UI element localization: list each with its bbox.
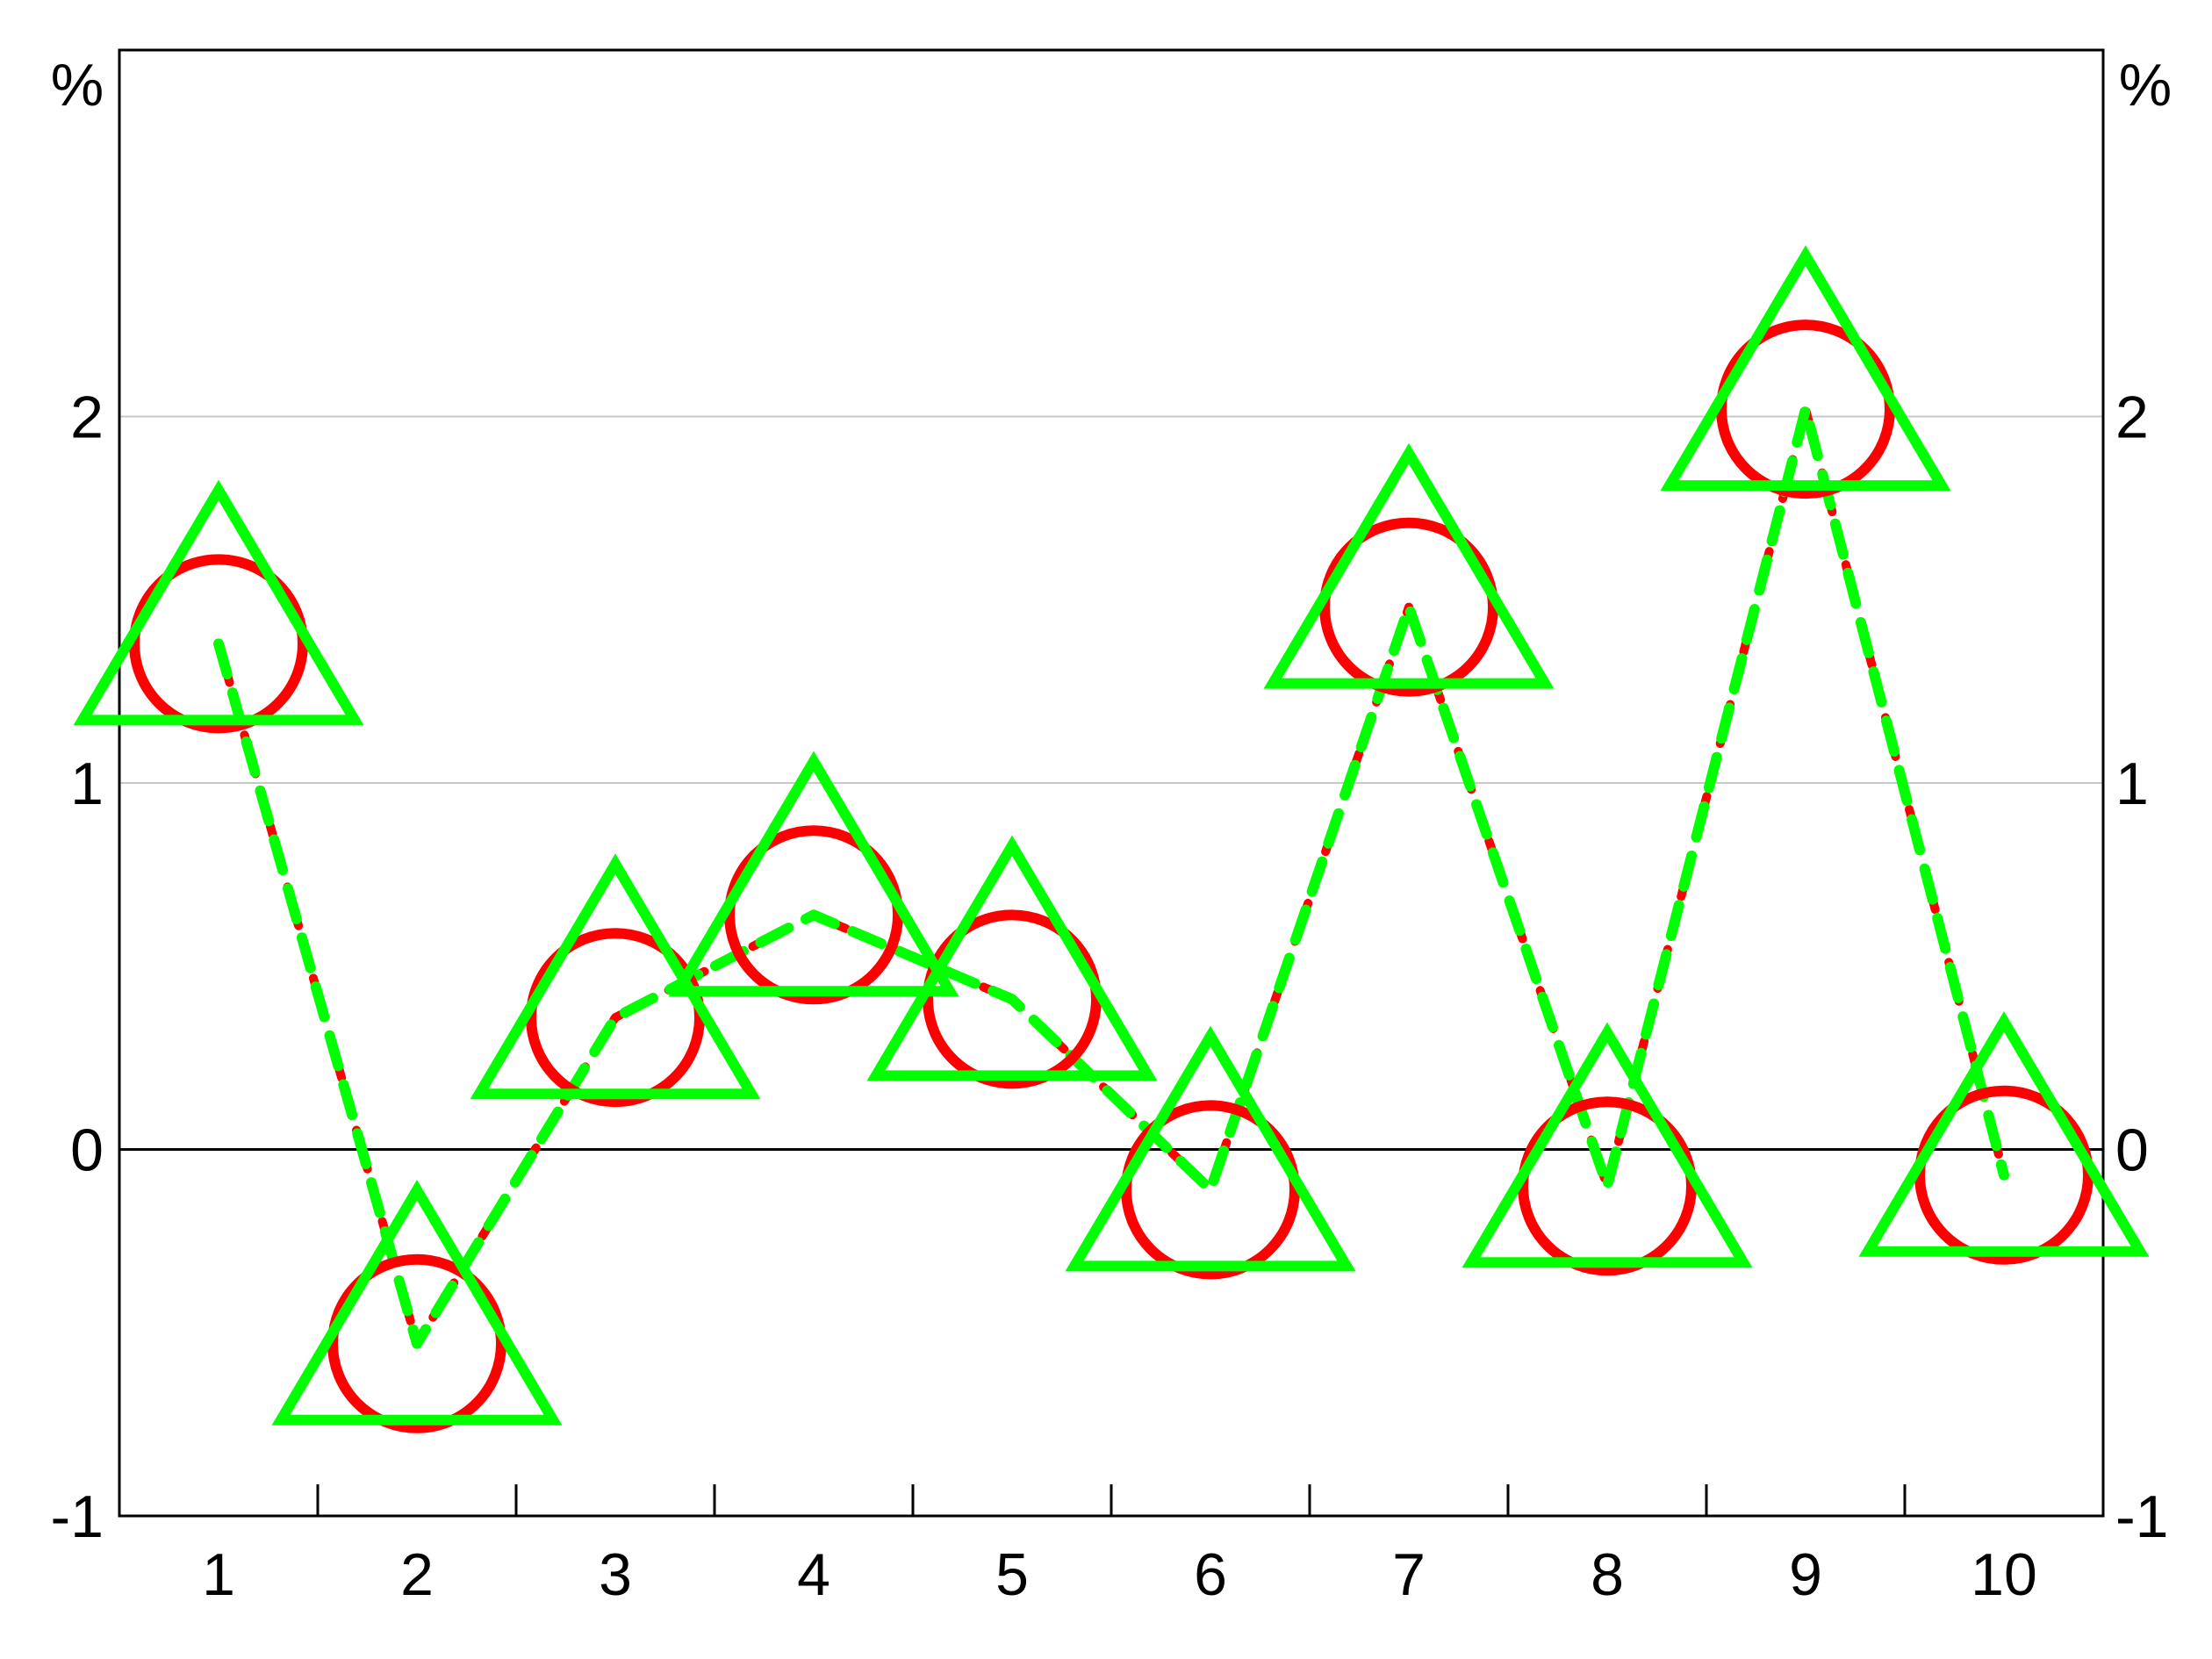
series-2-point (1263, 442, 1555, 689)
series-2-point (1065, 1025, 1356, 1272)
series-1-point (327, 1253, 506, 1433)
series-2-point (1858, 1010, 2150, 1257)
x-tick-label: 8 (1591, 1541, 1624, 1608)
series-2-point (866, 835, 1158, 1081)
x-tick-label: 4 (797, 1541, 830, 1608)
series-1-point (1319, 517, 1498, 697)
series-1-point (923, 909, 1102, 1089)
series-1-point (1518, 1096, 1697, 1276)
y-tick-label-right: 0 (2115, 1117, 2149, 1184)
series-1-point (1121, 1100, 1300, 1280)
series-2-point (668, 750, 959, 997)
series-2-point (1660, 245, 1951, 492)
series-1-point (724, 825, 903, 1005)
y-tick-label-left: 0 (70, 1117, 104, 1184)
series-2-point (271, 1179, 563, 1426)
x-tick-label: 7 (1392, 1541, 1426, 1608)
tick-labels: -1 -1 0 0 1 1 2 2 1 2 3 4 5 6 7 8 9 10 (51, 384, 2169, 1609)
x-tick-label: 6 (1194, 1541, 1227, 1608)
y-tick-label-right: 1 (2115, 750, 2149, 817)
y-unit-left: % (51, 52, 104, 118)
series-1-point (1716, 320, 1895, 499)
series-1-point (1914, 1085, 2094, 1265)
series-markers (73, 245, 2150, 1433)
series-2-point (470, 853, 761, 1100)
x-tick-label: 10 (1971, 1541, 2037, 1608)
y-tick-label-left: 1 (70, 750, 104, 817)
x-tick-label: 5 (995, 1541, 1029, 1608)
series-2-point (73, 479, 364, 726)
series-1-point (129, 554, 308, 734)
x-tick-label: 9 (1789, 1541, 1822, 1608)
y-unit-right: % (2119, 52, 2172, 118)
x-tick-label: 3 (599, 1541, 632, 1608)
series-2-line (213, 404, 2009, 1349)
x-axis-ticks (316, 1484, 1907, 1516)
gridlines (119, 415, 2103, 784)
series-lines (213, 404, 2009, 1349)
series-2-point (1462, 1022, 1753, 1268)
y-tick-label-left: -1 (51, 1483, 104, 1550)
y-tick-label-right: 2 (2115, 384, 2149, 451)
y-tick-label-left: 2 (70, 384, 104, 451)
series-1-point (526, 928, 705, 1108)
x-tick-label: 2 (400, 1541, 434, 1608)
y-tick-label-right: -1 (2115, 1483, 2168, 1550)
x-tick-label: 1 (202, 1541, 235, 1608)
